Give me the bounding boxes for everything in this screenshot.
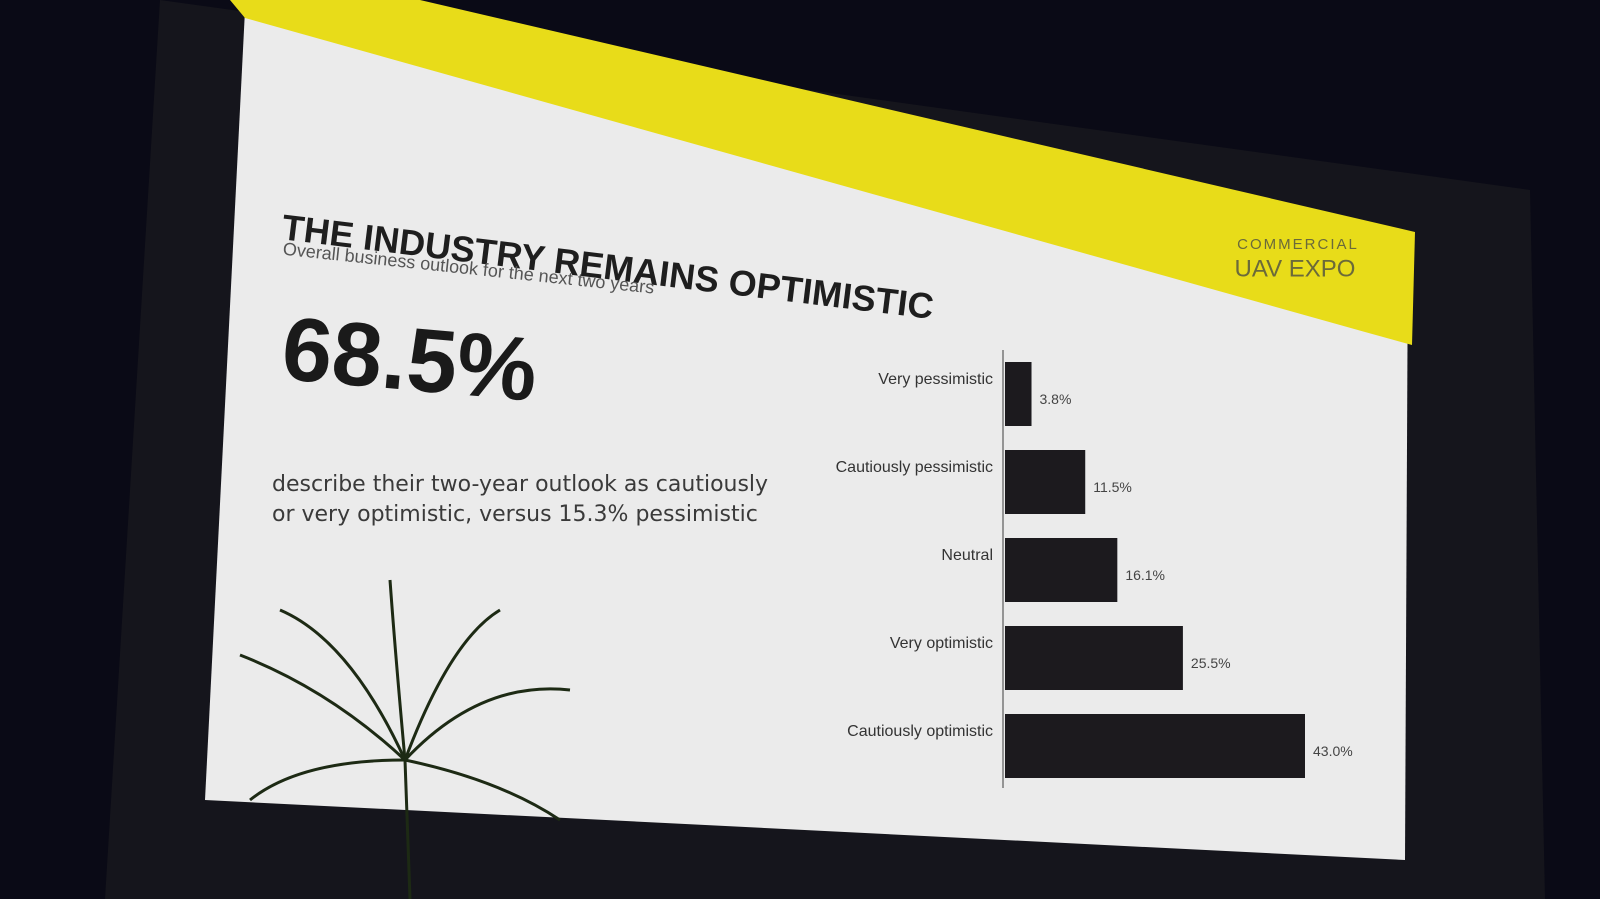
value-label: 11.5% <box>1093 479 1132 495</box>
bar <box>1005 362 1032 426</box>
plant <box>239 579 571 899</box>
plant-leaf <box>403 608 501 761</box>
value-label: 25.5% <box>1191 655 1231 671</box>
logo-top: COMMERCIAL <box>1237 236 1359 253</box>
value-label: 3.8% <box>1040 391 1072 407</box>
category-label: Very pessimistic <box>878 371 993 388</box>
bar <box>1005 450 1086 514</box>
plant-leaf <box>403 687 571 762</box>
bar <box>1005 538 1118 602</box>
bar <box>1005 626 1183 690</box>
big-stat: 68.5% <box>278 299 541 421</box>
plant-leaf <box>249 758 406 802</box>
value-label: 43.0% <box>1313 743 1353 759</box>
category-label: Cautiously pessimistic <box>836 459 993 476</box>
value-label: 16.1% <box>1125 567 1165 583</box>
logo-bottom: UAV EXPO <box>1235 255 1356 282</box>
category-label: Very optimistic <box>890 635 993 652</box>
category-label: Cautiously optimistic <box>847 723 993 740</box>
yellow-band <box>230 0 1415 345</box>
bar <box>1005 714 1305 778</box>
plant-stem <box>388 579 412 899</box>
plant-leaf <box>404 758 561 822</box>
plant-leaf <box>279 608 407 761</box>
plant-leaf <box>239 653 407 762</box>
category-label: Neutral <box>941 547 993 564</box>
description: describe their two-year outlook as cauti… <box>272 472 769 527</box>
chart: Very pessimistic 3.8% Cautiously pessimist… <box>836 350 1353 788</box>
